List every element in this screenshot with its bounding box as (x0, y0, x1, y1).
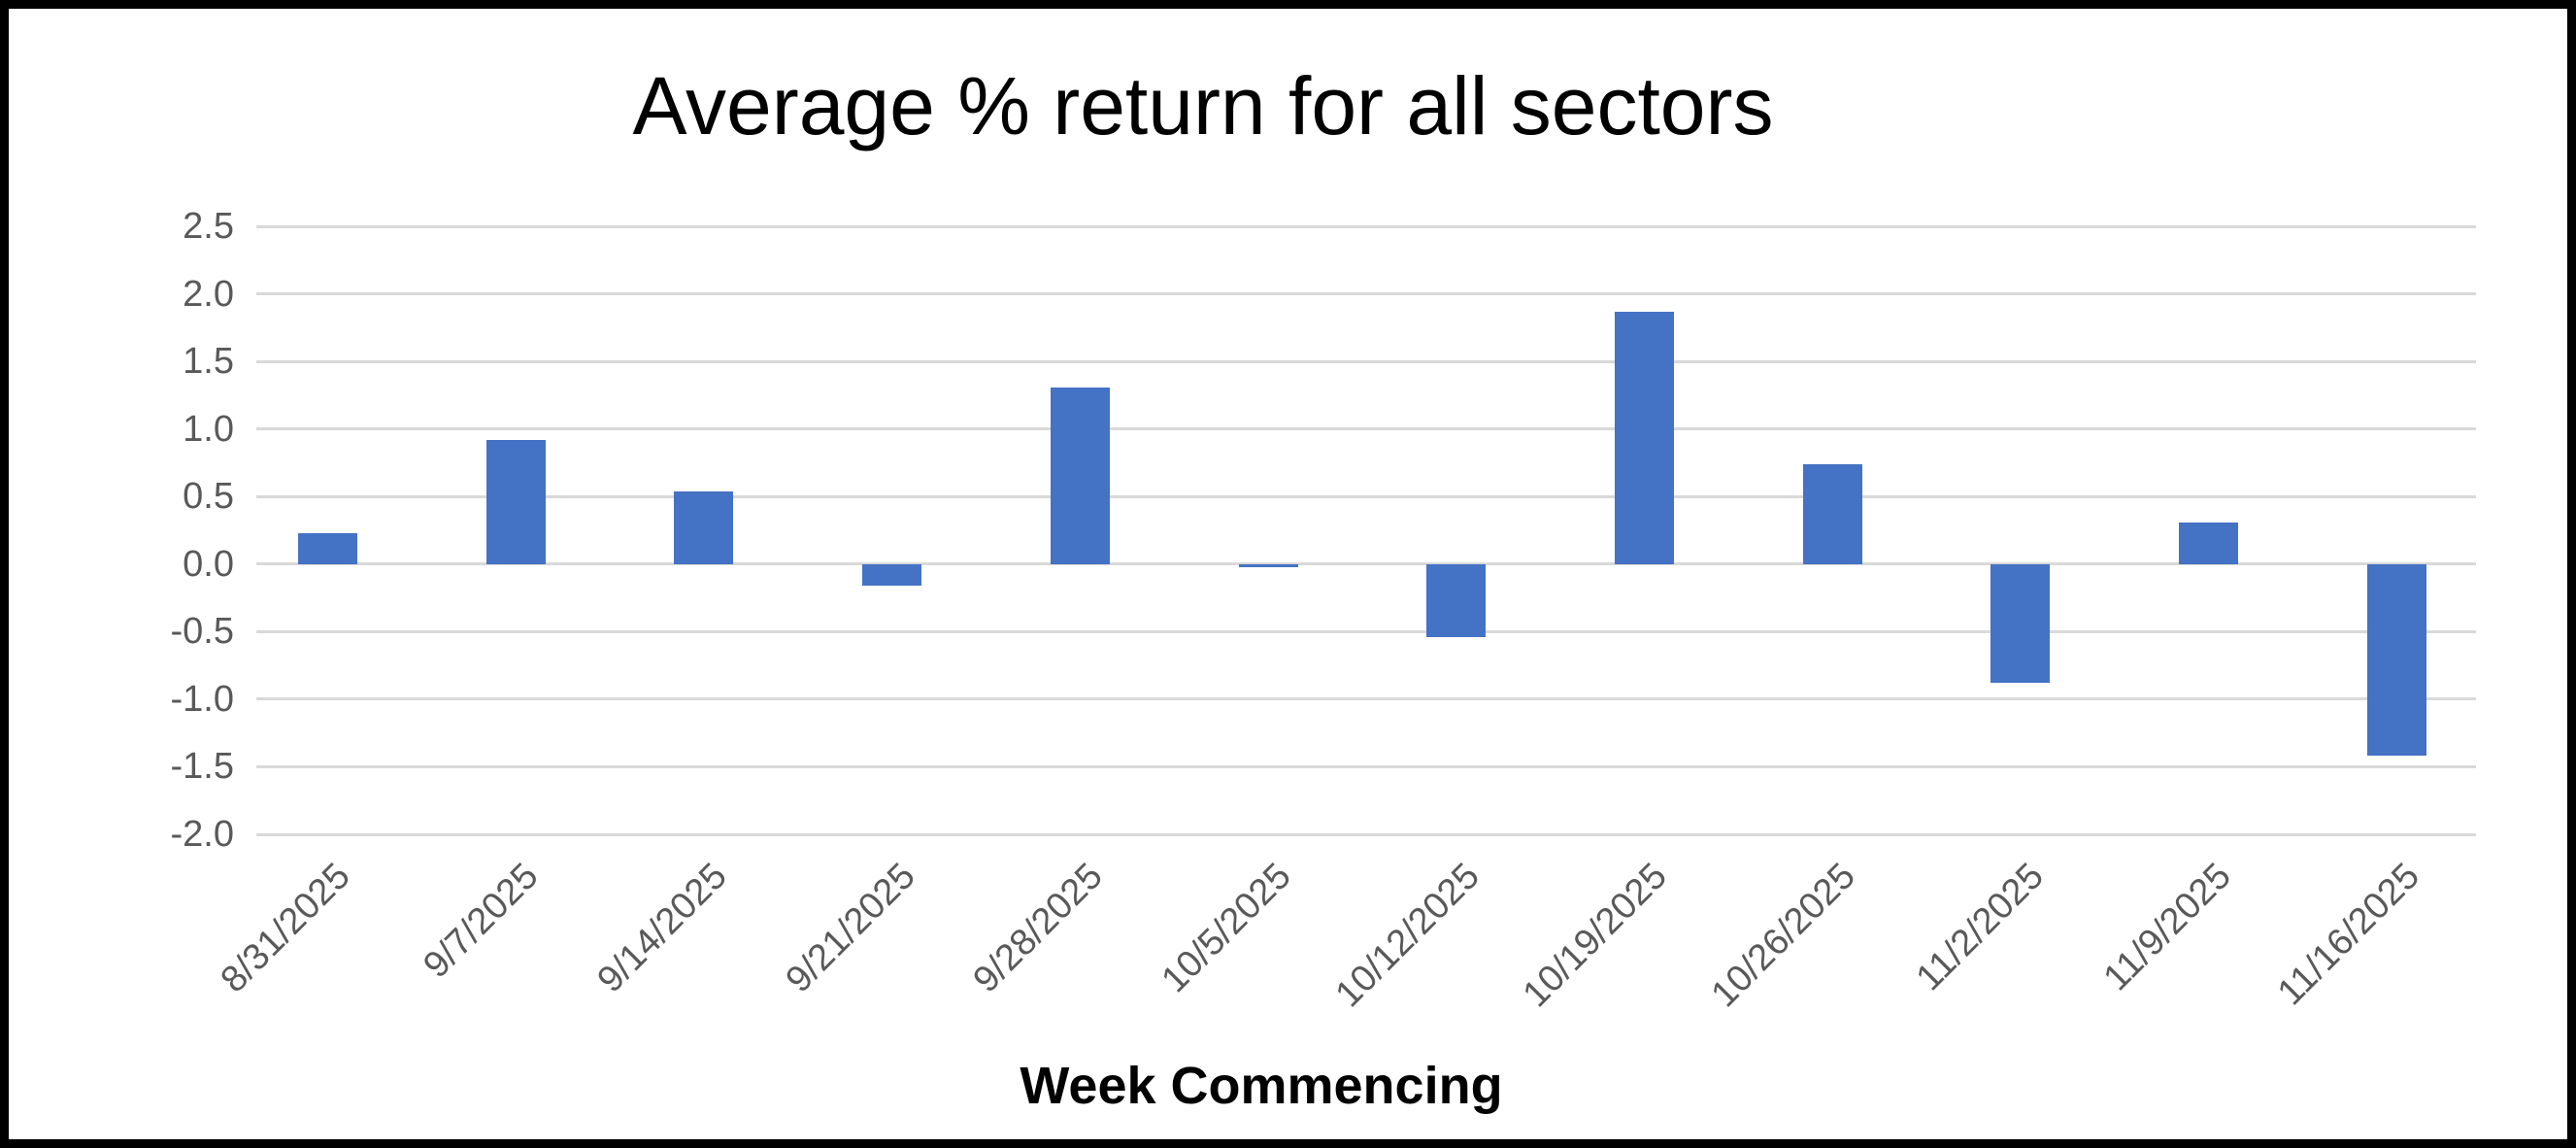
gridline (256, 832, 2476, 836)
bar-11/9/2025 (2179, 522, 2238, 564)
y-tick-label: -1.5 (170, 746, 234, 788)
x-tick-label: 9/21/2025 (778, 856, 923, 1001)
bar-11/2/2025 (1991, 563, 2051, 684)
chart-title: Average % return for all sectors (632, 60, 1774, 152)
bar-9/28/2025 (1050, 387, 1110, 564)
y-tick-label: 0.5 (183, 476, 234, 518)
y-tick-label: -2.0 (170, 814, 234, 855)
x-tick-label: 11/9/2025 (2095, 856, 2240, 999)
gridline (256, 359, 2476, 363)
y-tick-label: -1.0 (170, 678, 234, 720)
gridline (256, 494, 2476, 498)
x-tick-label: 10/19/2025 (1515, 856, 1676, 1016)
gridline (256, 764, 2476, 768)
x-tick-label: 9/28/2025 (965, 856, 1112, 1001)
x-tick-label: 11/16/2025 (2269, 856, 2427, 1014)
bar-9/14/2025 (674, 490, 734, 564)
plot-area (256, 224, 2476, 836)
bar-9/7/2025 (485, 439, 546, 564)
bar-8/31/2025 (298, 532, 357, 564)
bar-10/5/2025 (1238, 563, 1298, 567)
bar-9/21/2025 (862, 563, 922, 587)
gridline (256, 292, 2476, 296)
y-tick-label: -0.5 (170, 611, 234, 653)
y-tick-label: 1.5 (183, 341, 234, 383)
gridline (256, 697, 2476, 701)
bar-10/12/2025 (1426, 563, 1487, 637)
x-tick-label: 8/31/2025 (213, 856, 359, 1001)
gridline (256, 562, 2476, 566)
y-axis: 2.5 2.0 1.5 1.0 0.5 0.0 -0.5 -1.0 -1.5 -2.0 (9, 9, 234, 1139)
bar-11/16/2025 (2366, 563, 2426, 757)
x-tick-label: 9/14/2025 (589, 856, 735, 1001)
x-axis-title: Week Commencing (1020, 1057, 1503, 1115)
x-tick-label: 10/5/2025 (1154, 856, 1299, 1001)
y-tick-label: 1.0 (183, 408, 234, 450)
x-tick-label: 10/26/2025 (1703, 856, 1863, 1016)
x-tick-label: 10/12/2025 (1327, 856, 1488, 1016)
gridline (256, 629, 2476, 633)
gridline (256, 427, 2476, 431)
y-tick-label: 2.0 (183, 273, 234, 315)
bar-10/19/2025 (1614, 311, 1674, 564)
x-tick-label: 9/7/2025 (416, 856, 547, 987)
x-tick-label: 11/2/2025 (1908, 856, 2052, 999)
bar-10/26/2025 (1802, 463, 1862, 564)
y-tick-label: 2.5 (183, 206, 234, 247)
gridline (256, 224, 2476, 228)
y-tick-label: 0.0 (183, 543, 234, 585)
